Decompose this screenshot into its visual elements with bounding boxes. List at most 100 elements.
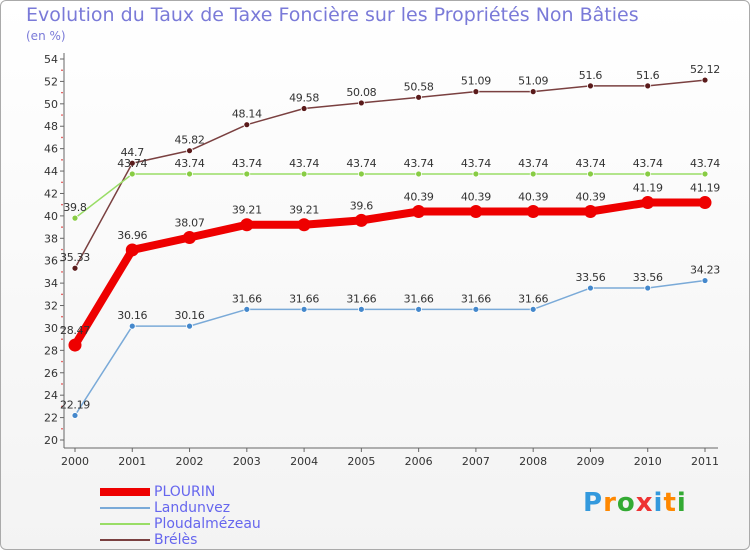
y-tick-label: 50: [44, 98, 58, 111]
y-minor-tick: [61, 91, 63, 94]
data-point-ploudalmezeau: [243, 170, 251, 178]
y-tick-label: 28: [44, 344, 58, 357]
logo-letter: P: [583, 488, 604, 518]
data-label-landunvez: 33.56: [575, 271, 605, 284]
logo-letter: i: [676, 488, 687, 518]
data-label-plourin: 38.07: [175, 217, 205, 230]
legend-swatch-plourin: [100, 488, 150, 496]
logo-letter: x: [635, 488, 654, 518]
y-minor-tick: [61, 405, 63, 408]
data-point-ploudalmezeau: [472, 170, 480, 178]
data-label-landunvez: 22.19: [60, 398, 90, 411]
data-label-breles: 48.14: [232, 108, 262, 121]
data-label-plourin: 39.21: [289, 204, 319, 217]
x-tick-label: 2000: [61, 455, 89, 468]
data-point-ploudalmezeau: [300, 170, 308, 178]
data-label-breles: 50.08: [346, 86, 376, 99]
data-label-landunvez: 31.66: [461, 292, 491, 305]
data-point-ploudalmezeau: [701, 170, 709, 178]
x-tick-label: 2009: [576, 455, 604, 468]
data-label-ploudalmezeau: 43.74: [175, 157, 205, 170]
data-label-ploudalmezeau: 43.74: [633, 157, 663, 170]
data-label-breles: 45.82: [175, 134, 205, 147]
data-point-plourin: [526, 205, 540, 219]
y-minor-tick: [61, 427, 63, 430]
legend-swatch-landunvez: [100, 507, 150, 509]
series-line-breles: [74, 79, 706, 269]
data-label-landunvez: 31.66: [289, 292, 319, 305]
y-minor-tick: [61, 226, 63, 228]
data-label-breles: 52.12: [690, 63, 720, 76]
logo-letter: o: [616, 488, 636, 518]
legend-label-breles: Brélès: [154, 532, 198, 548]
data-point-landunvez: [415, 305, 423, 313]
data-label-plourin: 41.19: [690, 182, 720, 195]
data-label-plourin: 28.47: [60, 324, 90, 337]
y-tick-label: 24: [44, 389, 58, 402]
series-line-ploudalmezeau: [74, 173, 706, 219]
y-tick-label: 48: [44, 120, 58, 133]
data-point-ploudalmezeau: [186, 170, 193, 178]
y-tick-label: 20: [44, 434, 58, 447]
x-tick-label: 2007: [462, 455, 490, 468]
data-point-plourin: [354, 213, 368, 227]
data-point-breles: [415, 93, 423, 101]
y-minor-tick: [61, 69, 63, 72]
data-point-breles: [701, 76, 709, 84]
x-tick-label: 2011: [691, 455, 719, 468]
data-point-landunvez: [243, 305, 251, 313]
x-tick-label: 2004: [290, 455, 318, 468]
proxiti-logo: Proxiti: [583, 488, 687, 518]
data-point-plourin: [698, 196, 712, 210]
y-tick-label: 52: [44, 75, 58, 88]
legend-label-plourin: PLOURIN: [154, 484, 216, 500]
data-point-breles: [128, 159, 136, 167]
data-point-breles: [243, 121, 251, 129]
data-label-landunvez: 33.56: [633, 271, 663, 284]
data-point-plourin: [183, 231, 197, 245]
series-line-plourin: [71, 198, 709, 350]
data-label-ploudalmezeau: 43.74: [117, 157, 147, 170]
data-label-ploudalmezeau: 43.74: [404, 157, 434, 170]
data-point-landunvez: [529, 305, 537, 313]
data-point-breles: [71, 264, 79, 272]
data-point-ploudalmezeau: [529, 170, 537, 178]
y-tick-label: 54: [44, 53, 58, 66]
y-tick-label: 32: [44, 300, 58, 313]
data-point-landunvez: [472, 305, 480, 313]
x-tick-label: 2005: [347, 455, 375, 468]
logo-letter: i: [653, 488, 664, 518]
data-label-landunvez: 30.16: [175, 309, 205, 322]
x-tick-label: 2002: [176, 455, 204, 468]
data-point-landunvez: [186, 322, 193, 330]
y-minor-tick: [61, 181, 63, 184]
data-point-landunvez: [587, 284, 594, 292]
data-label-breles: 35.33: [60, 251, 90, 264]
data-point-landunvez: [644, 284, 652, 292]
data-label-ploudalmezeau: 43.74: [575, 157, 605, 170]
y-tick-label: 42: [44, 187, 58, 200]
data-label-ploudalmezeau: 43.74: [461, 157, 491, 170]
data-label-plourin: 40.39: [461, 191, 491, 204]
data-point-landunvez: [300, 305, 308, 313]
data-label-plourin: 39.21: [232, 204, 262, 217]
y-tick-label: 30: [44, 322, 58, 335]
series-line-landunvez: [74, 279, 706, 417]
data-label-breles: 51.6: [636, 69, 660, 82]
y-minor-tick: [61, 203, 63, 206]
data-point-ploudalmezeau: [357, 170, 365, 178]
data-label-plourin: 41.19: [633, 182, 663, 195]
legend-swatch-breles: [100, 539, 150, 541]
data-label-plourin: 40.39: [575, 191, 605, 204]
data-label-landunvez: 34.23: [690, 264, 720, 277]
data-label-plourin: 40.39: [518, 191, 548, 204]
legend-label-landunvez: Landunvez: [154, 500, 231, 516]
x-tick-label: 2003: [233, 455, 261, 468]
x-tick-label: 2006: [405, 455, 433, 468]
data-label-breles: 51.09: [518, 75, 548, 88]
data-point-ploudalmezeau: [128, 170, 136, 178]
data-point-landunvez: [128, 322, 136, 330]
data-point-plourin: [641, 196, 655, 210]
data-label-landunvez: 31.66: [346, 292, 376, 305]
